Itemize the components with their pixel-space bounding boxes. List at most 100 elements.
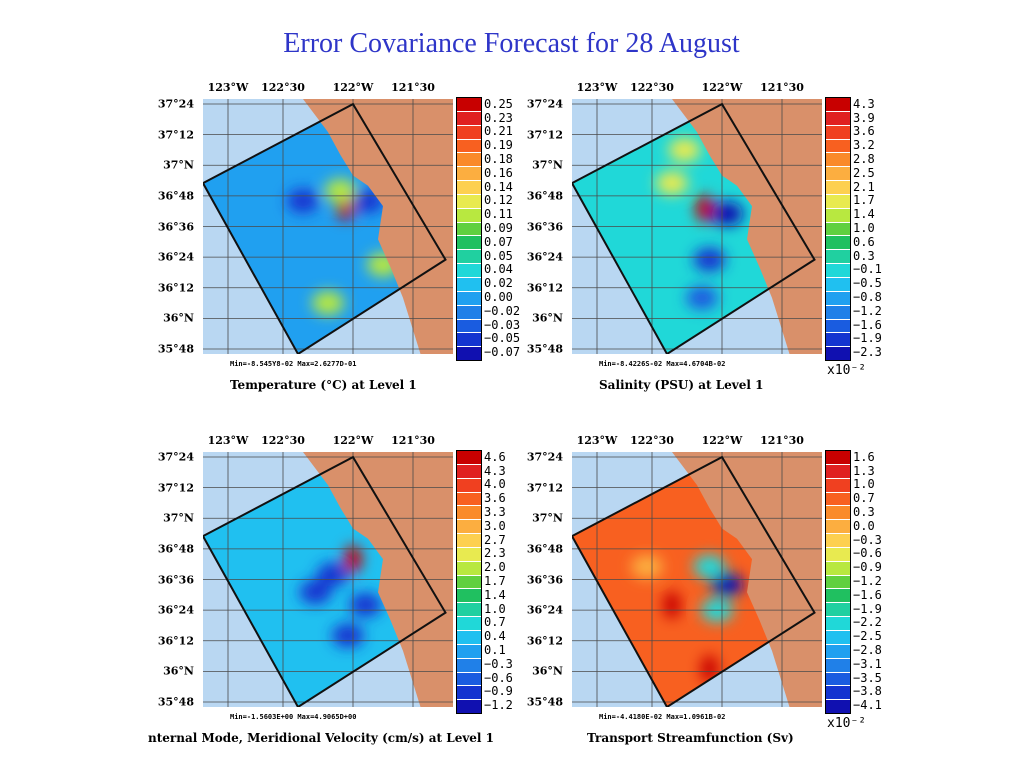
colorbar-swatch: [457, 181, 481, 195]
colorbar-swatch: [457, 630, 481, 645]
field-feature: [324, 178, 357, 203]
colorbar-label: 0.21: [484, 124, 513, 139]
colorbar-label: 4.3: [853, 96, 875, 111]
y-tick-label: 36°36: [526, 220, 563, 233]
colorbar-label: 0.09: [484, 221, 513, 235]
field-feature: [631, 554, 663, 579]
y-tick-label: 37°24: [526, 97, 563, 111]
colorbar-swatch: [457, 451, 481, 465]
y-tick-label: 37°N: [532, 158, 563, 172]
colorbar-label: −1.9: [853, 601, 882, 616]
colorbar-swatch: [826, 644, 850, 659]
colorbar-label: 3.9: [853, 110, 875, 125]
colorbar-swatch: [457, 658, 481, 673]
y-tick-label: 36°N: [163, 311, 194, 325]
colorbar-label: 0.0: [853, 518, 875, 533]
colorbar-label: 3.6: [853, 124, 875, 139]
colorbar-swatch: [826, 222, 850, 237]
colorbar-swatch: [457, 561, 481, 576]
model-domain-box: [572, 455, 816, 707]
colorbar-swatch: [826, 630, 850, 645]
colorbar-label: −0.07: [484, 345, 521, 360]
colorbar-label: 0.07: [484, 234, 513, 249]
colorbar-swatch: [457, 686, 481, 701]
colorbar-swatch: [826, 181, 850, 195]
colorbar-label: 0.23: [484, 110, 513, 125]
colorbar-swatch: [826, 520, 850, 535]
y-tick-label: 36°36: [526, 573, 563, 586]
colorbar-swatch: [826, 575, 850, 590]
x-tick-label: 121°30: [760, 434, 804, 447]
y-tick-label: 37°24: [157, 97, 194, 111]
colorbar-swatch: [826, 167, 850, 182]
y-tick-label: 36°48: [157, 189, 194, 203]
colorbar-label: −0.9: [853, 560, 882, 575]
map-plot: [572, 99, 822, 354]
min-max-stats: Min=-1.5603E+00 Max=4.9065D+00: [230, 713, 357, 721]
colorbar-label: −0.3: [484, 656, 513, 671]
colorbar-label: 0.6: [853, 234, 875, 249]
x-tick-label: 123°W: [207, 81, 249, 94]
colorbar-label: −3.5: [853, 670, 882, 685]
x-tick-label: 122°30: [261, 434, 305, 447]
colorbar-swatch: [457, 277, 481, 292]
colorbar-swatch: [826, 492, 850, 507]
colorbar-label: 2.1: [853, 179, 875, 194]
colorbar-label: −1.6: [853, 317, 882, 332]
colorbar-label: 0.16: [484, 165, 513, 180]
colorbar-swatch: [457, 589, 481, 604]
x-tick-label: 121°30: [391, 434, 435, 447]
x-tick-label: 123°W: [576, 81, 618, 94]
colorbar-label: −2.8: [853, 642, 882, 657]
y-tick-label: 37°N: [163, 511, 194, 525]
x-tick-label: 121°30: [760, 81, 804, 94]
colorbar-multiplier: x10⁻²: [827, 716, 867, 731]
chart-panel-1: 123°W 122°30 122°W 121°30 37°24 37°12 37°N 36°4…: [148, 80, 520, 400]
plot-caption: nternal Mode, Meridional Velocity (cm/s)…: [148, 731, 495, 745]
colorbar-swatch: [826, 139, 850, 154]
colorbar-swatch: [826, 111, 850, 126]
model-domain-box: [203, 102, 447, 354]
x-tick-label: 121°30: [391, 81, 435, 94]
colorbar-label: 0.7: [853, 491, 875, 506]
colorbar-swatch: [826, 686, 850, 701]
colorbar-swatch: [826, 700, 850, 714]
colorbar-swatch: [457, 492, 481, 507]
colorbar-swatch: [457, 617, 481, 631]
colorbar-label: 2.5: [853, 165, 875, 180]
y-tick-label: 36°N: [163, 664, 194, 678]
colorbar-swatch: [826, 464, 850, 479]
land-area: [672, 452, 822, 707]
colorbar-swatch: [826, 98, 850, 112]
colorbar-label: −3.1: [853, 656, 882, 671]
colorbar-swatch: [457, 305, 481, 320]
colorbar-swatch: [457, 194, 481, 209]
colorbar-swatch: [457, 208, 481, 223]
colorbar-swatch: [826, 561, 850, 576]
colorbar-swatch: [826, 672, 850, 687]
plot-caption: Transport Streamfunction (Sv): [587, 731, 794, 745]
colorbar-swatch: [457, 264, 481, 278]
land-area: [303, 452, 453, 707]
colorbar-label: 1.0: [853, 221, 875, 235]
y-tick-label: 37°12: [526, 481, 563, 495]
colorbar-label: 2.7: [484, 532, 506, 547]
colorbar-label: −1.2: [853, 303, 882, 318]
colorbar-swatch: [457, 534, 481, 548]
model-domain-box: [203, 455, 447, 707]
model-domain-box: [572, 102, 816, 354]
colorbar-swatch: [457, 98, 481, 112]
map-svg: [572, 99, 822, 354]
y-tick-label: 36°24: [526, 603, 563, 617]
colorbar-swatch: [826, 305, 850, 320]
colorbar-label: −0.02: [484, 303, 521, 318]
colorbar-swatch: [826, 478, 850, 493]
colorbar-label: 1.4: [853, 207, 875, 222]
y-tick-label: 36°N: [532, 311, 563, 325]
colorbar-label: 2.3: [484, 546, 506, 561]
y-tick-label: 36°48: [157, 542, 194, 556]
x-tick-label: 122°W: [701, 81, 743, 94]
field-feature: [332, 623, 364, 648]
y-tick-label: 36°24: [157, 603, 194, 617]
colorbar-label: −0.9: [484, 684, 513, 699]
